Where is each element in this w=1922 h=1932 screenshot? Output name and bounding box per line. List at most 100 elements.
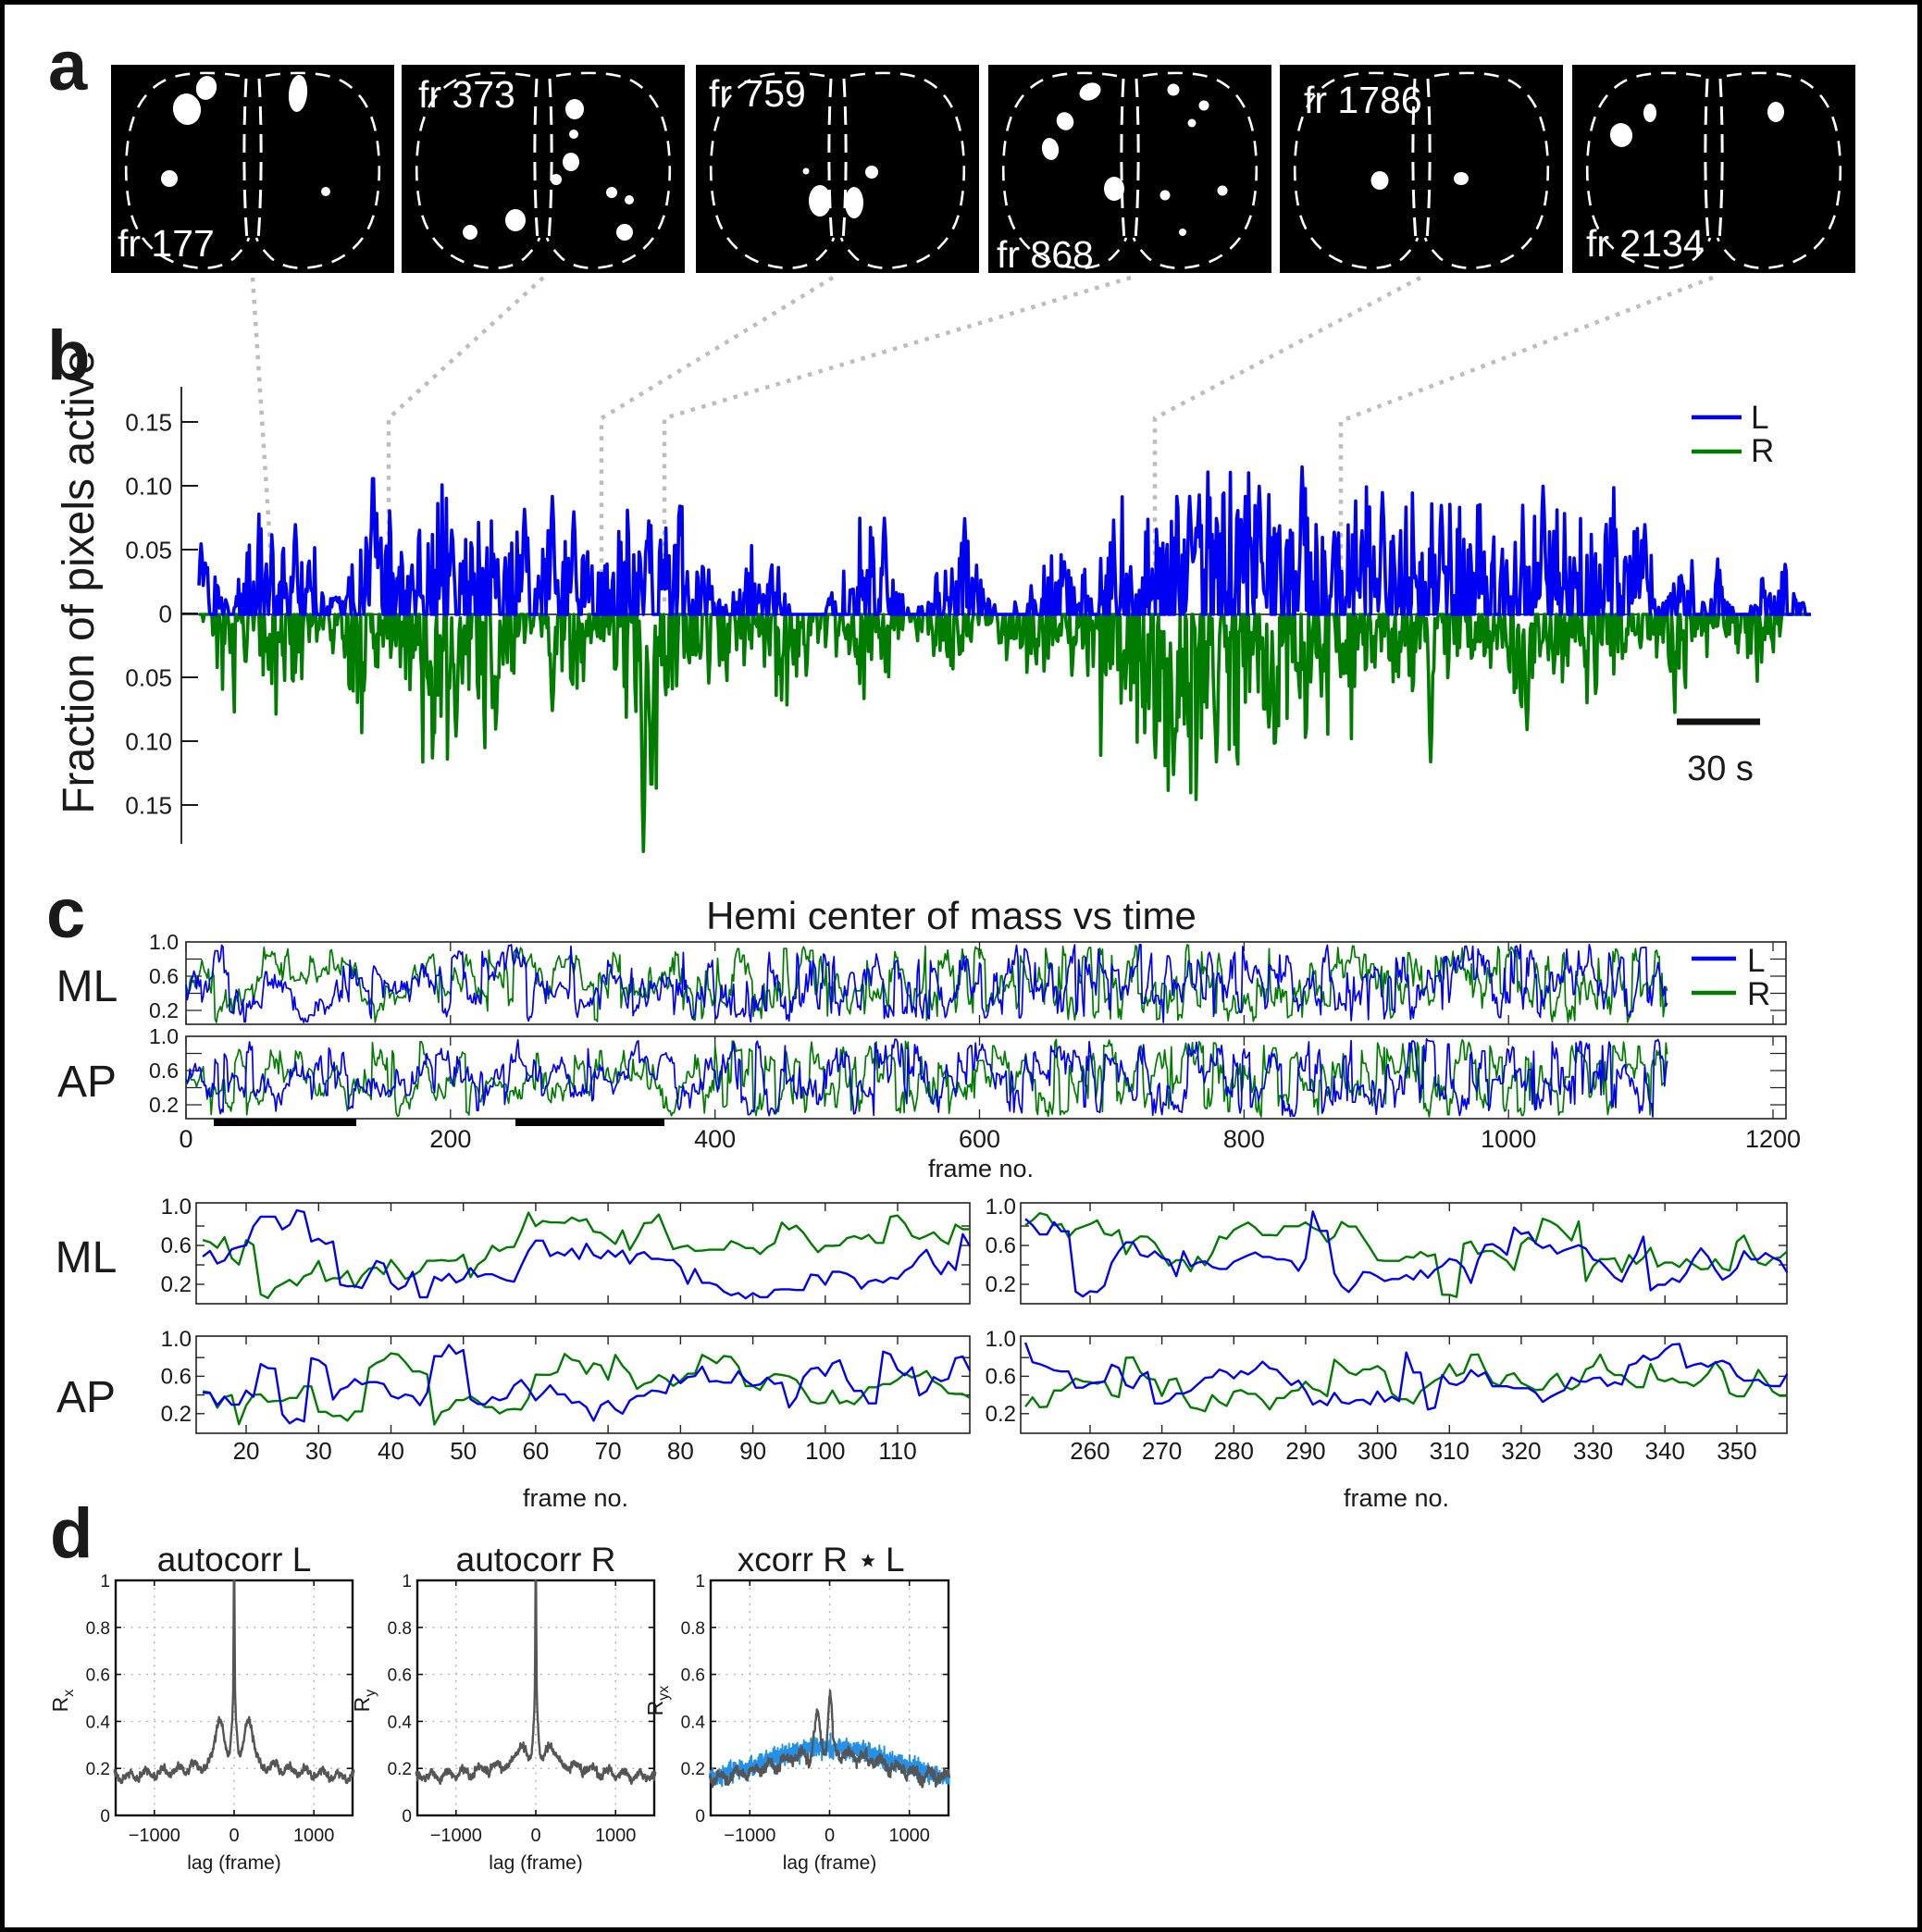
svg-text:0.10: 0.10 <box>125 728 172 756</box>
svg-text:R: R <box>1747 976 1770 1012</box>
svg-text:0: 0 <box>530 1826 540 1846</box>
svg-text:350: 350 <box>1717 1437 1756 1465</box>
svg-text:0: 0 <box>179 1125 192 1153</box>
svg-text:400: 400 <box>694 1125 736 1153</box>
svg-text:frame no.: frame no. <box>523 1484 628 1512</box>
svg-text:R: R <box>1751 433 1774 469</box>
svg-text:60: 60 <box>522 1437 549 1465</box>
svg-text:AP: AP <box>57 1058 117 1107</box>
svg-text:L: L <box>1747 943 1765 979</box>
svg-text:0: 0 <box>159 601 172 628</box>
svg-text:30: 30 <box>305 1437 332 1465</box>
svg-text:0.10: 0.10 <box>125 473 172 501</box>
svg-text:50: 50 <box>450 1437 477 1465</box>
svg-text:0.6: 0.6 <box>161 1233 192 1258</box>
svg-text:1: 1 <box>695 1572 705 1591</box>
svg-text:0: 0 <box>229 1826 239 1846</box>
svg-text:0.6: 0.6 <box>388 1666 412 1686</box>
svg-text:40: 40 <box>378 1437 404 1465</box>
svg-text:1: 1 <box>402 1572 412 1591</box>
svg-text:0.2: 0.2 <box>986 1402 1016 1427</box>
svg-text:0.05: 0.05 <box>125 664 172 692</box>
svg-text:800: 800 <box>1223 1125 1265 1153</box>
svg-text:c: c <box>46 874 85 953</box>
svg-text:autocorr R: autocorr R <box>456 1541 616 1579</box>
svg-text:a: a <box>48 27 88 105</box>
svg-text:1.0: 1.0 <box>149 1024 179 1048</box>
svg-text:200: 200 <box>429 1125 471 1153</box>
svg-text:1.0: 1.0 <box>161 1327 192 1352</box>
svg-text:ML: ML <box>56 962 118 1011</box>
svg-text:1000: 1000 <box>595 1826 637 1846</box>
svg-text:xcorr R: xcorr R <box>738 1541 848 1579</box>
svg-text:0.2: 0.2 <box>388 1760 412 1779</box>
svg-text:0.6: 0.6 <box>161 1364 192 1389</box>
svg-text:310: 310 <box>1430 1437 1469 1465</box>
svg-text:270: 270 <box>1142 1437 1182 1465</box>
svg-text:330: 330 <box>1573 1437 1613 1465</box>
svg-text:0.15: 0.15 <box>125 792 172 820</box>
svg-text:0.2: 0.2 <box>681 1760 705 1779</box>
svg-text:1000: 1000 <box>293 1826 335 1846</box>
svg-text:−1000: −1000 <box>724 1826 775 1846</box>
svg-text:0: 0 <box>825 1826 835 1846</box>
svg-text:0.8: 0.8 <box>681 1619 705 1639</box>
svg-text:fr 2134: fr 2134 <box>1586 222 1705 265</box>
svg-text:0.2: 0.2 <box>86 1760 110 1779</box>
svg-text:frame no.: frame no. <box>1344 1484 1449 1512</box>
svg-text:0.2: 0.2 <box>149 998 179 1022</box>
svg-text:0.4: 0.4 <box>681 1713 706 1732</box>
svg-text:frame no.: frame no. <box>928 1155 1034 1183</box>
svg-text:1000: 1000 <box>888 1826 930 1846</box>
svg-text:fr 177: fr 177 <box>118 222 215 265</box>
svg-text:fr 373: fr 373 <box>418 73 515 116</box>
svg-text:80: 80 <box>667 1437 694 1465</box>
svg-text:fr 1786: fr 1786 <box>1304 79 1422 121</box>
svg-text:0.6: 0.6 <box>86 1666 110 1686</box>
svg-text:lag (frame): lag (frame) <box>489 1852 583 1874</box>
svg-text:d: d <box>50 1494 93 1573</box>
svg-text:fr 868: fr 868 <box>997 233 1094 276</box>
svg-text:0.05: 0.05 <box>125 537 172 564</box>
svg-text:20: 20 <box>233 1437 260 1465</box>
svg-text:0.6: 0.6 <box>149 964 179 988</box>
svg-text:340: 340 <box>1645 1437 1685 1465</box>
svg-text:AP: AP <box>56 1373 116 1422</box>
svg-text:0.2: 0.2 <box>149 1093 179 1117</box>
svg-text:1.0: 1.0 <box>149 930 179 954</box>
svg-text:320: 320 <box>1501 1437 1541 1465</box>
svg-text:1000: 1000 <box>1481 1125 1536 1153</box>
svg-text:290: 290 <box>1285 1437 1325 1465</box>
svg-text:0: 0 <box>695 1807 705 1827</box>
svg-text:90: 90 <box>739 1437 766 1465</box>
svg-text:fr 759: fr 759 <box>709 72 806 115</box>
svg-text:0.6: 0.6 <box>149 1059 179 1083</box>
svg-text:1.0: 1.0 <box>161 1195 192 1220</box>
svg-text:0.8: 0.8 <box>86 1619 110 1639</box>
svg-text:L: L <box>886 1541 905 1579</box>
svg-text:1: 1 <box>100 1572 110 1591</box>
svg-text:autocorr L: autocorr L <box>157 1541 312 1579</box>
svg-text:260: 260 <box>1070 1437 1110 1465</box>
svg-text:−1000: −1000 <box>129 1826 180 1846</box>
svg-text:ML: ML <box>56 1233 118 1282</box>
svg-text:0.2: 0.2 <box>161 1402 192 1427</box>
svg-text:1200: 1200 <box>1745 1125 1801 1153</box>
svg-text:lag (frame): lag (frame) <box>783 1852 877 1874</box>
svg-text:1.0: 1.0 <box>986 1327 1016 1352</box>
svg-text:30 s: 30 s <box>1687 749 1754 788</box>
svg-text:300: 300 <box>1358 1437 1397 1465</box>
svg-text:Fraction of pixels active: Fraction of pixels active <box>55 350 104 814</box>
svg-text:0.6: 0.6 <box>681 1666 705 1686</box>
svg-text:lag (frame): lag (frame) <box>187 1852 281 1874</box>
svg-text:280: 280 <box>1214 1437 1254 1465</box>
svg-text:110: 110 <box>878 1437 916 1465</box>
svg-text:0: 0 <box>100 1807 110 1827</box>
svg-text:−1000: −1000 <box>430 1826 482 1846</box>
svg-text:0.4: 0.4 <box>86 1713 111 1732</box>
svg-text:0.8: 0.8 <box>388 1619 412 1639</box>
svg-text:70: 70 <box>595 1437 622 1465</box>
svg-text:0.6: 0.6 <box>986 1233 1016 1258</box>
svg-text:0.4: 0.4 <box>388 1713 413 1732</box>
svg-text:0: 0 <box>402 1807 412 1827</box>
